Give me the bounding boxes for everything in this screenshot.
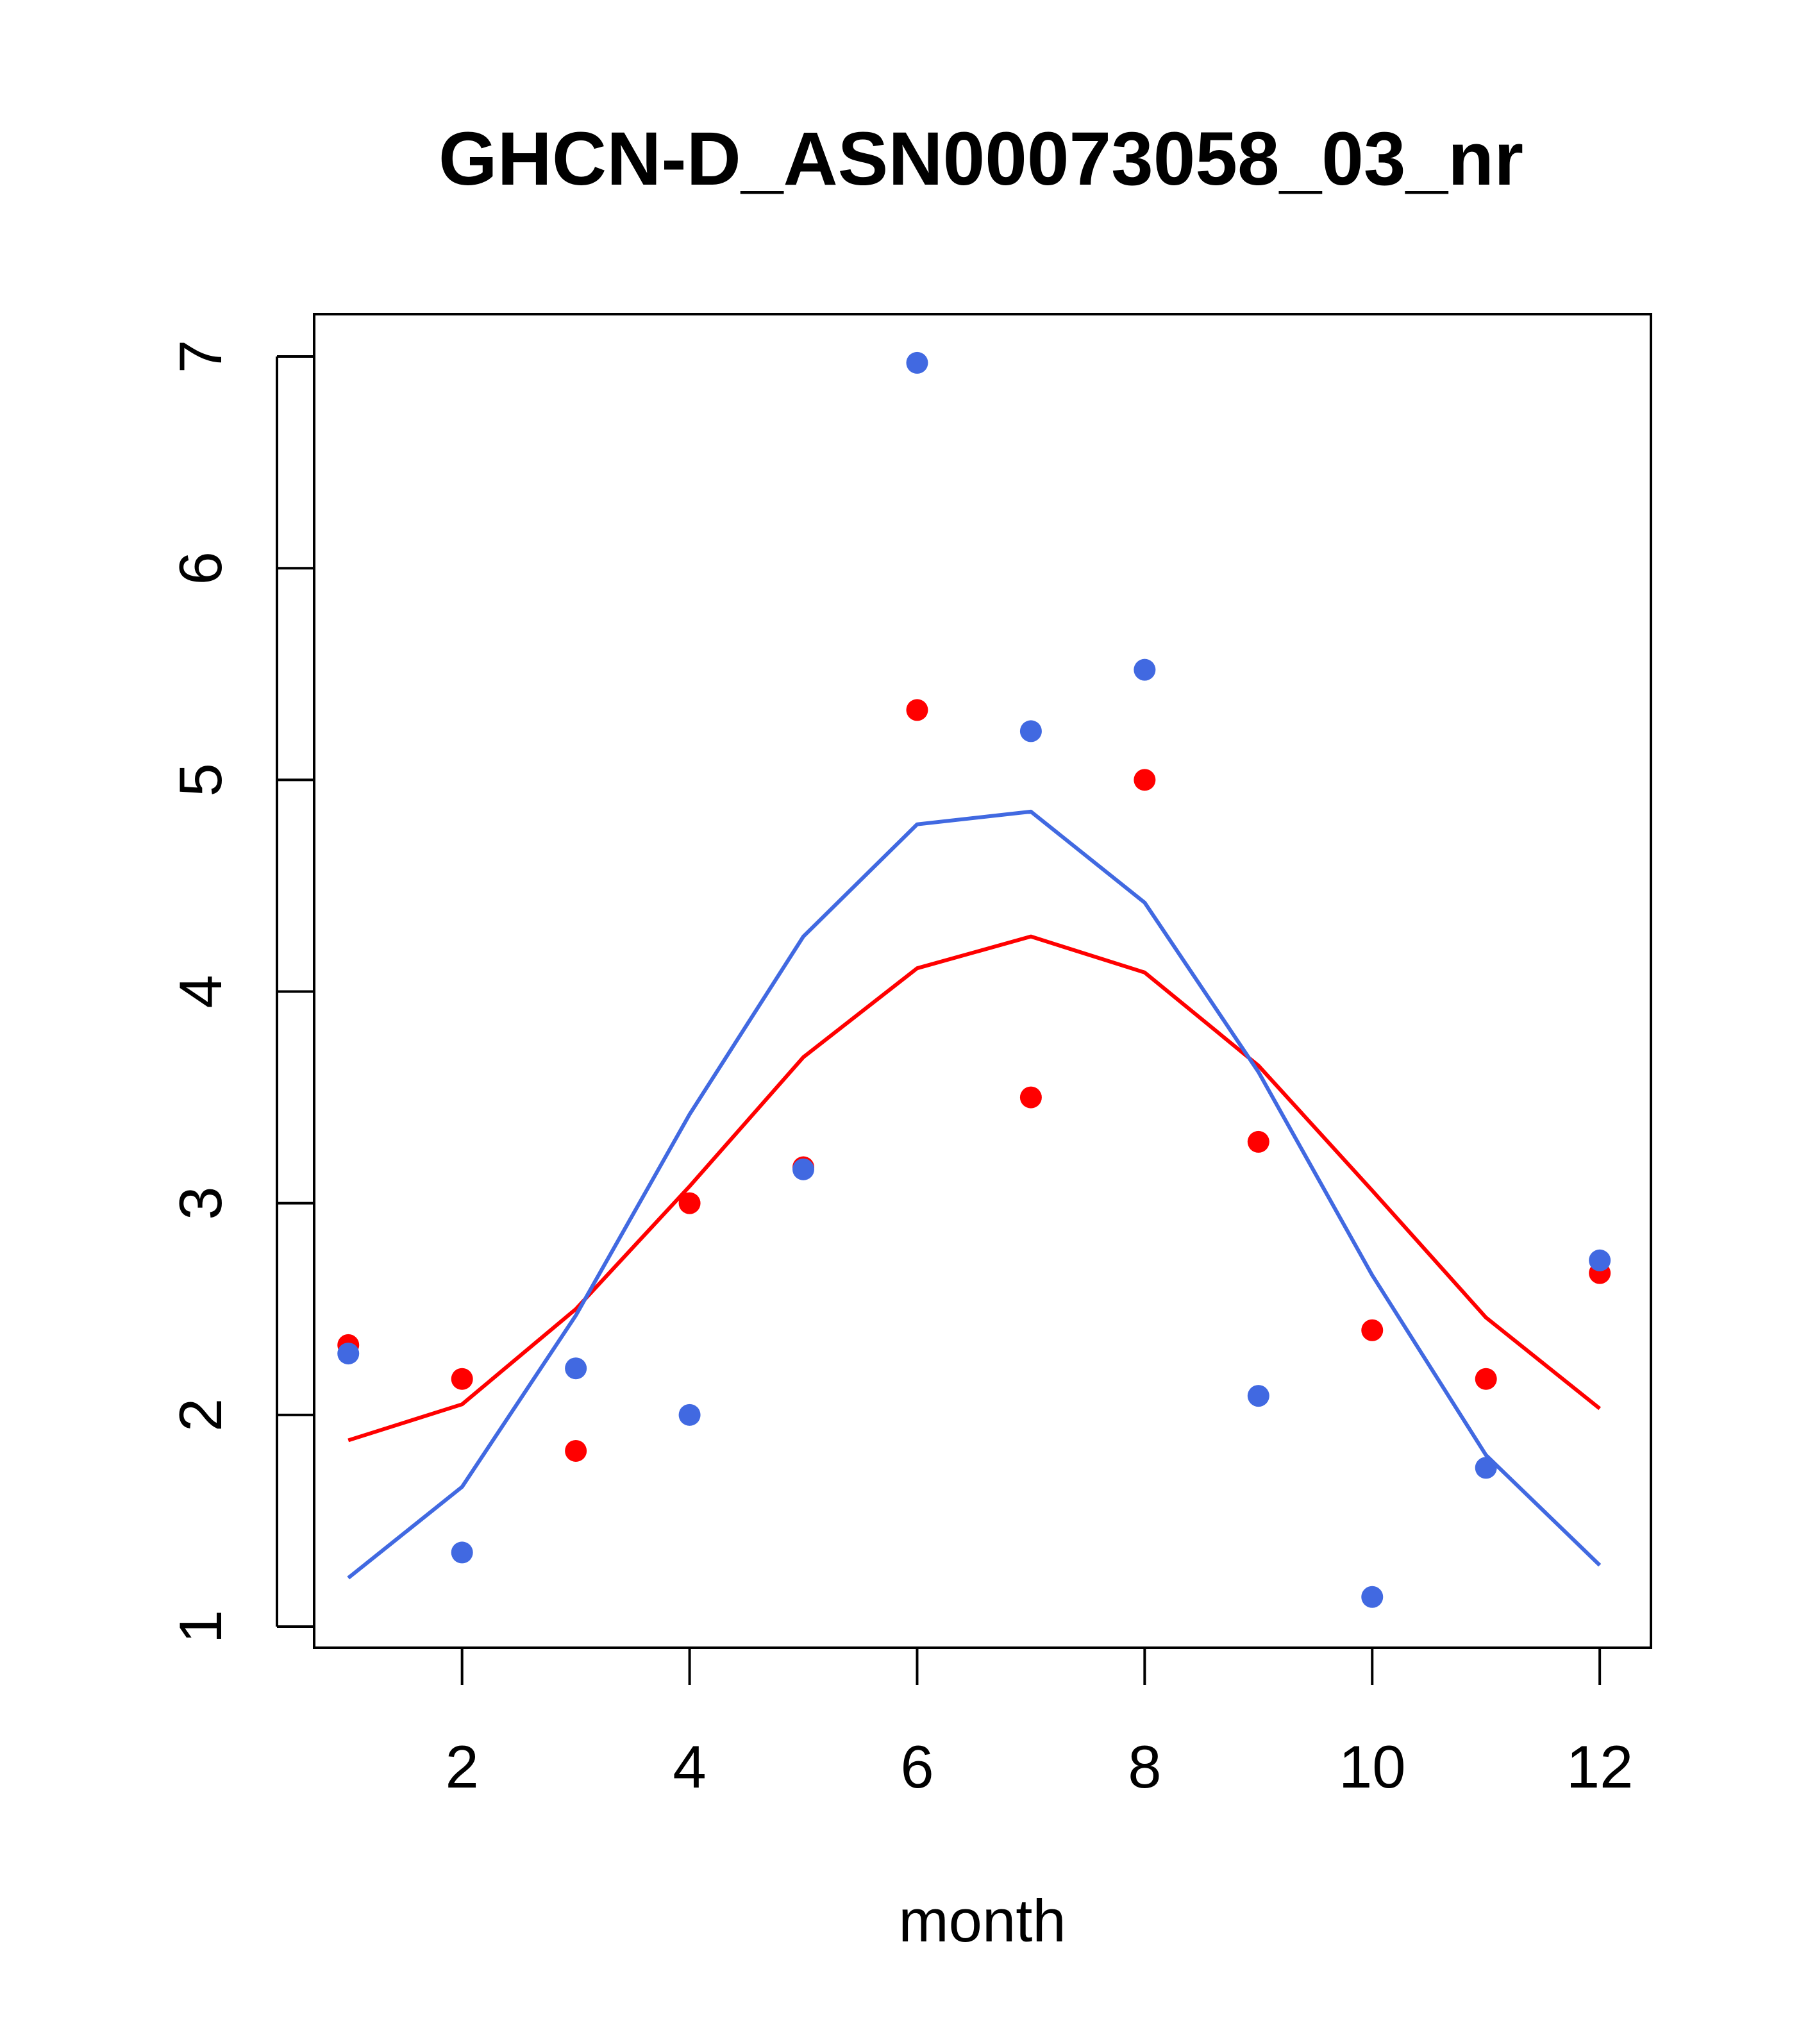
- series-point-0: [1134, 769, 1156, 791]
- series-point-2: [1475, 1457, 1497, 1479]
- x-tick-label: 2: [446, 1733, 479, 1800]
- series-point-2: [1361, 1586, 1384, 1608]
- series-point-0: [1247, 1130, 1269, 1153]
- series-layer: [337, 351, 1611, 1608]
- y-tick-label: 6: [167, 551, 234, 585]
- series-point-0: [1019, 1086, 1042, 1109]
- series-point-0: [565, 1439, 587, 1462]
- series-point-2: [1019, 720, 1042, 742]
- x-tick-label: 6: [900, 1733, 934, 1800]
- series-point-2: [906, 351, 928, 374]
- series-point-2: [1134, 658, 1156, 681]
- x-tick-label: 4: [673, 1733, 706, 1800]
- series-point-0: [451, 1368, 473, 1390]
- x-axis-title: month: [898, 1887, 1066, 1954]
- series-line-1: [347, 934, 1602, 1443]
- series-point-2: [451, 1541, 473, 1564]
- series-point-2: [792, 1158, 815, 1180]
- y-tick-label: 1: [167, 1610, 234, 1643]
- series-point-0: [906, 699, 928, 721]
- x-tick-label: 12: [1566, 1733, 1634, 1800]
- y-axis: 1 2 3 4 5 6 7: [167, 340, 314, 1643]
- series-point-2: [1247, 1385, 1269, 1407]
- series-point-0: [1361, 1319, 1384, 1341]
- series-point-2: [565, 1357, 587, 1380]
- series-point-2: [678, 1403, 701, 1426]
- y-tick-label: 5: [167, 763, 234, 796]
- series-line-3: [347, 809, 1602, 1580]
- y-tick-label: 3: [167, 1187, 234, 1220]
- chart-title: GHCN-D_ASN00073058_03_nr: [439, 117, 1523, 201]
- x-tick-label: 10: [1339, 1733, 1406, 1800]
- x-tick-label: 8: [1128, 1733, 1161, 1800]
- y-tick-label: 4: [167, 975, 234, 1008]
- series-point-0: [678, 1192, 701, 1214]
- series-point-2: [1589, 1249, 1611, 1271]
- x-axis: 2 4 6 8 10 12: [446, 1648, 1634, 1800]
- series-point-2: [337, 1343, 360, 1365]
- y-tick-label: 2: [167, 1398, 234, 1432]
- y-tick-label: 7: [167, 340, 234, 373]
- series-point-0: [1475, 1368, 1497, 1390]
- plot-frame: [313, 313, 1652, 1649]
